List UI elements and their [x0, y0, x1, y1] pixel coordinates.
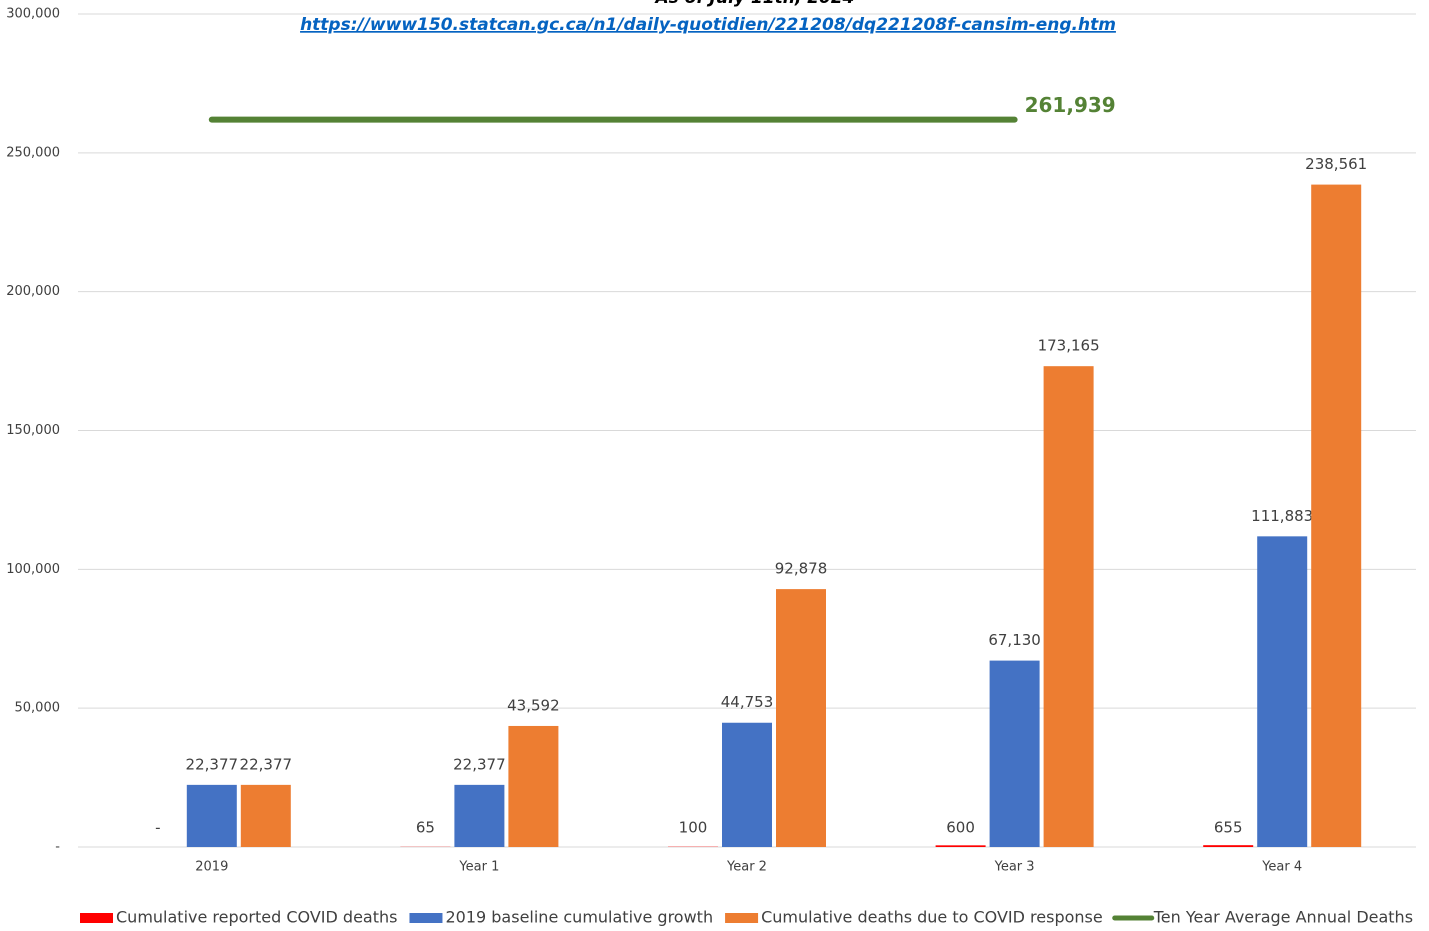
chart-subtitle: As of July 11th, 2024 — [653, 0, 854, 8]
y-tick-label: 50,000 — [15, 701, 61, 716]
bar — [1043, 366, 1094, 847]
bar — [1203, 845, 1254, 847]
data-label: 43,592 — [507, 696, 560, 714]
x-tick-label: Year 1 — [458, 860, 499, 875]
data-label: 65 — [416, 819, 435, 837]
y-tick-label: 250,000 — [6, 145, 60, 160]
legend-swatch — [80, 913, 113, 923]
bar — [186, 784, 237, 847]
bar — [1311, 184, 1362, 847]
bar — [240, 784, 291, 847]
x-tick-label: Year 3 — [994, 860, 1035, 875]
data-label: 238,561 — [1305, 155, 1367, 173]
data-label: 655 — [1214, 819, 1243, 837]
data-label: - — [155, 819, 160, 837]
data-label: 92,878 — [775, 560, 828, 578]
bar — [989, 660, 1040, 847]
bar — [776, 589, 826, 847]
bar — [1257, 536, 1308, 847]
legend-label: Cumulative deaths due to COVID response — [761, 908, 1103, 927]
bar — [935, 845, 986, 847]
data-label: 600 — [946, 819, 975, 837]
x-tick-label: 2019 — [195, 860, 228, 875]
data-label: 22,377 — [453, 755, 506, 773]
bar — [454, 784, 505, 847]
legend-label: Ten Year Average Annual Deaths — [1153, 908, 1413, 927]
source-link[interactable]: https://www150.statcan.gc.ca/n1/daily-qu… — [300, 15, 1116, 35]
y-tick-label: - — [55, 840, 60, 855]
x-tick-label: Year 4 — [1261, 860, 1302, 875]
data-label: 67,130 — [988, 631, 1041, 649]
average-label: 261,939 — [1025, 93, 1116, 117]
legend-swatch — [409, 913, 443, 923]
legend-label: Cumulative reported COVID deaths — [116, 908, 397, 927]
bar — [722, 722, 772, 847]
y-tick-label: 200,000 — [6, 284, 60, 299]
data-label: 44,753 — [721, 693, 774, 711]
bar — [508, 725, 559, 847]
legend-swatch — [725, 913, 759, 923]
y-tick-label: 150,000 — [6, 423, 60, 438]
data-label: 111,883 — [1251, 507, 1313, 525]
y-tick-label: 100,000 — [6, 562, 60, 577]
data-label: 22,377 — [240, 755, 293, 773]
legend-label: 2019 baseline cumulative growth — [445, 908, 713, 927]
y-tick-label: 300,000 — [6, 7, 60, 22]
data-label: 100 — [679, 819, 708, 837]
data-label: 173,165 — [1038, 337, 1100, 355]
data-label: 22,377 — [186, 755, 239, 773]
x-tick-label: Year 2 — [726, 860, 767, 875]
